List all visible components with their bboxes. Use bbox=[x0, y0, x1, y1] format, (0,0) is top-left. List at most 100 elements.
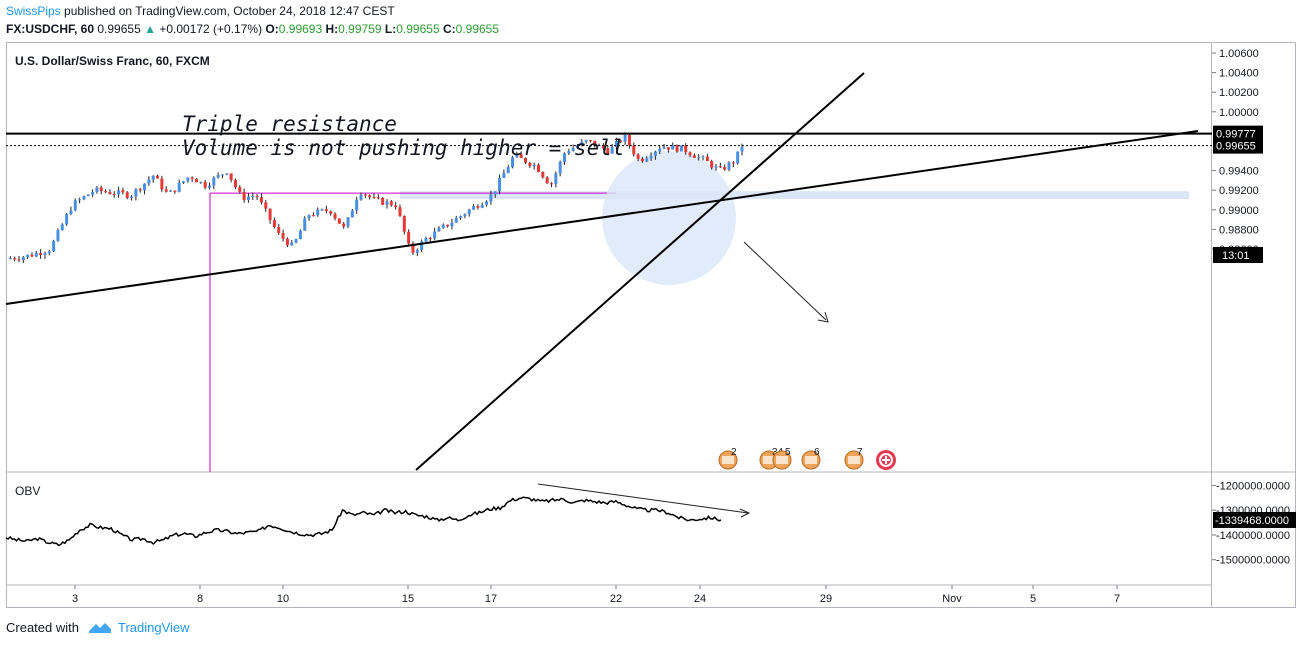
countdown-label: 13:01 bbox=[1222, 250, 1250, 262]
candle-body bbox=[212, 177, 216, 186]
time-tick-label: 3 bbox=[72, 593, 78, 605]
candle-body bbox=[640, 158, 644, 162]
time-tick-label: 24 bbox=[694, 593, 706, 605]
candle-body bbox=[610, 147, 614, 154]
candle-body bbox=[264, 202, 268, 209]
symbol-legend: FX:USDCHF, 60 0.99655 ▲ +0.00172 (+0.17%… bbox=[6, 22, 499, 36]
time-tick-label: 22 bbox=[610, 593, 622, 605]
candle-body bbox=[467, 209, 471, 215]
close-label: C: bbox=[442, 22, 456, 36]
candle-body bbox=[562, 153, 566, 162]
candle-body bbox=[86, 194, 90, 197]
candle-body bbox=[173, 190, 177, 192]
candle-body bbox=[450, 222, 454, 227]
candle-body bbox=[480, 204, 484, 208]
candle-body bbox=[675, 145, 679, 152]
candle-body bbox=[303, 218, 307, 231]
candle-body bbox=[623, 134, 627, 142]
candle-body bbox=[13, 258, 17, 260]
candle-body bbox=[550, 183, 554, 185]
candle-body bbox=[229, 173, 233, 181]
candle-body bbox=[684, 145, 688, 153]
candle-body bbox=[52, 240, 56, 252]
candle-body bbox=[679, 145, 683, 152]
flag-stripe-icon bbox=[776, 456, 788, 464]
open-value: 0.99693 bbox=[278, 22, 323, 36]
candle-body bbox=[402, 215, 406, 232]
candle-body bbox=[138, 189, 142, 191]
candle-body bbox=[316, 209, 320, 216]
candle-body bbox=[705, 156, 709, 162]
candle-body bbox=[329, 211, 333, 214]
candle-body bbox=[350, 210, 354, 218]
change-value: +0.00172 (+0.17%) bbox=[159, 22, 263, 36]
candle-body bbox=[203, 181, 207, 188]
panel-title: U.S. Dollar/Swiss Franc, 60, FXCM bbox=[15, 54, 210, 68]
candle-body bbox=[21, 257, 25, 260]
candle-body bbox=[485, 201, 489, 205]
candle-body bbox=[190, 177, 194, 179]
candle-body bbox=[424, 238, 428, 242]
candle-body bbox=[571, 147, 575, 152]
candle-body bbox=[701, 156, 705, 158]
candle-body bbox=[242, 192, 246, 201]
candle-body bbox=[346, 217, 350, 227]
candle-body bbox=[39, 252, 43, 256]
candle-body bbox=[30, 254, 34, 257]
time-tick-label: 8 bbox=[197, 593, 203, 605]
candle-body bbox=[156, 175, 160, 179]
low-label: L: bbox=[384, 22, 397, 36]
candle-body bbox=[17, 259, 21, 261]
time-tick-label: 29 bbox=[820, 593, 832, 605]
tradingview-logo-icon[interactable] bbox=[88, 621, 111, 633]
candle-body bbox=[697, 156, 701, 158]
candle-body bbox=[125, 192, 129, 198]
candle-body bbox=[117, 190, 121, 195]
candle-body bbox=[428, 238, 432, 240]
price-axis[interactable] bbox=[1212, 42, 1296, 608]
candle-body bbox=[272, 220, 276, 228]
symbol-name: FX:USDCHF, 60 bbox=[6, 22, 95, 36]
candle-body bbox=[368, 195, 372, 198]
candle-body bbox=[359, 194, 363, 200]
candle-body bbox=[545, 177, 549, 184]
candle-body bbox=[627, 134, 631, 146]
candle-body bbox=[337, 218, 341, 224]
change-arrow-icon: ▲ bbox=[144, 22, 156, 36]
candle-body bbox=[121, 190, 125, 193]
candle-body bbox=[415, 249, 419, 253]
obv-tick-label: -1400000.0000 bbox=[1216, 530, 1290, 542]
flag-stripe-icon bbox=[722, 456, 734, 464]
event-count-label: 6 bbox=[814, 447, 820, 458]
candle-body bbox=[134, 189, 138, 197]
candle-body bbox=[420, 241, 424, 250]
candle-body bbox=[246, 196, 250, 201]
tradingview-link[interactable]: TradingView bbox=[118, 620, 190, 635]
candle-body bbox=[727, 162, 731, 170]
chart-frame[interactable] bbox=[6, 42, 1212, 608]
high-label: H: bbox=[325, 22, 339, 36]
candle-body bbox=[108, 192, 112, 195]
flag-stripe-icon bbox=[848, 456, 860, 464]
candle-body bbox=[506, 167, 510, 174]
low-value: 0.99655 bbox=[396, 22, 440, 36]
candle-body bbox=[688, 152, 692, 156]
candle-body bbox=[207, 185, 211, 188]
candle-body bbox=[632, 145, 636, 155]
author-link[interactable]: SwissPips bbox=[6, 4, 61, 18]
footer: Created with TradingView bbox=[6, 620, 190, 635]
obv-last-value-label: -1339468.0000 bbox=[1215, 515, 1289, 527]
candle-body bbox=[407, 231, 411, 244]
candle-body bbox=[593, 140, 597, 146]
close-value: 0.99655 bbox=[455, 22, 500, 36]
candle-body bbox=[472, 206, 476, 210]
candle-body bbox=[519, 154, 523, 158]
candle-body bbox=[588, 140, 592, 142]
candle-body bbox=[411, 243, 415, 253]
candle-body bbox=[662, 147, 666, 149]
add-event-ring-icon bbox=[879, 453, 893, 467]
candle-body bbox=[311, 215, 315, 217]
candle-body bbox=[714, 166, 718, 168]
candle-body bbox=[372, 197, 376, 199]
